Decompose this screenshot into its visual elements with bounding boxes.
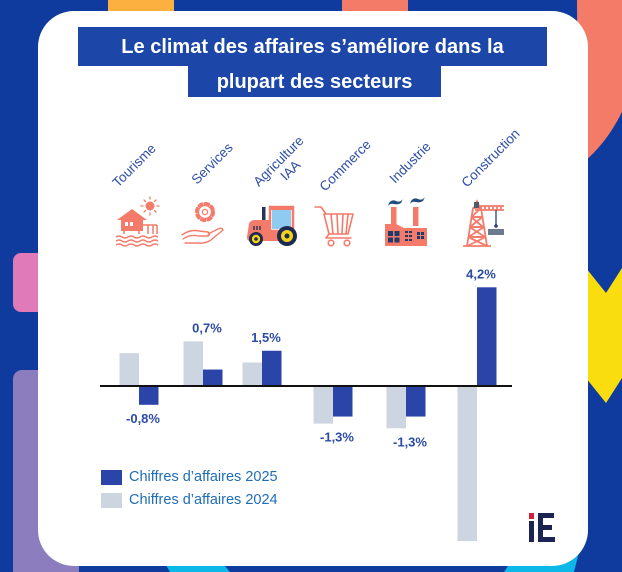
legend-swatch-2024	[101, 492, 122, 508]
content-card	[38, 11, 588, 566]
title-line-1: Le climat des affaires s’améliore dans l…	[78, 27, 547, 66]
data-labels-group: -0,8% 0,7% 1,5% -1,3% -1,3% 4,2%	[126, 266, 496, 449]
bar-2024-industrie	[386, 386, 406, 429]
sector-label-services: Services	[189, 140, 236, 187]
brand-logo	[529, 513, 555, 542]
bars-group	[119, 287, 497, 542]
bar-2025-industrie	[406, 386, 426, 417]
legend-item-2025: Chiffres d’affaires 2025	[101, 469, 278, 485]
data-label-construction: 4,2%	[466, 266, 496, 281]
data-label-industrie: -1,3%	[393, 434, 427, 449]
bar-2024-commerce	[313, 386, 333, 424]
logo-e-bottom	[538, 537, 555, 542]
data-label-services: 0,7%	[192, 320, 222, 335]
legend-swatch-2025	[101, 469, 122, 485]
logo-e-middle	[538, 525, 552, 530]
data-label-agriculture-iaa: 1,5%	[251, 330, 281, 345]
data-label-commerce: -1,3%	[320, 430, 354, 445]
legend-label-2025: Chiffres d’affaires 2025	[129, 469, 278, 485]
logo-i-dot	[529, 513, 534, 519]
shopping-cart-icon	[314, 206, 354, 247]
beach-hut-sun-icon	[115, 196, 160, 247]
logo-e-top	[538, 513, 554, 518]
bar-2025-services	[203, 369, 223, 386]
bar-2024-construction	[457, 386, 477, 542]
legend-label-2024: Chiffres d’affaires 2024	[129, 492, 278, 508]
salmon-stripe	[342, 0, 408, 14]
sector-label-agriculture: Agriculture IAA	[250, 130, 320, 200]
salmon-blob	[577, 0, 622, 160]
sector-labels: Tourisme Services Agriculture IAA Commer…	[110, 126, 523, 200]
bar-2025-commerce	[333, 386, 353, 417]
data-label-tourisme: -0,8%	[126, 411, 160, 426]
logo-i-stem	[529, 521, 534, 542]
title-line-2: plupart des secteurs	[188, 66, 441, 97]
crane-icon	[463, 199, 504, 247]
orange-stripe	[108, 0, 174, 14]
bar-2025-tourisme	[139, 386, 159, 405]
bar-2024-agriculture-iaa	[242, 362, 262, 386]
sector-label-agriculture-line1: Agriculture	[250, 133, 306, 189]
bar-2024-services	[183, 341, 203, 386]
legend-item-2024: Chiffres d’affaires 2024	[101, 492, 278, 508]
sector-label-commerce: Commerce	[317, 137, 374, 194]
bar-2025-agriculture-iaa	[262, 350, 282, 386]
sector-label-construction: Construction	[459, 126, 523, 190]
bar-2024-tourisme	[119, 353, 139, 386]
tractor-icon	[247, 205, 297, 246]
sector-label-industrie: Industrie	[387, 139, 434, 186]
factory-icon	[385, 197, 427, 246]
yellow-chevron	[586, 268, 622, 403]
bar-2025-construction	[477, 287, 497, 386]
gear-in-hand-icon	[181, 201, 224, 244]
sector-label-tourisme: Tourisme	[110, 141, 159, 190]
